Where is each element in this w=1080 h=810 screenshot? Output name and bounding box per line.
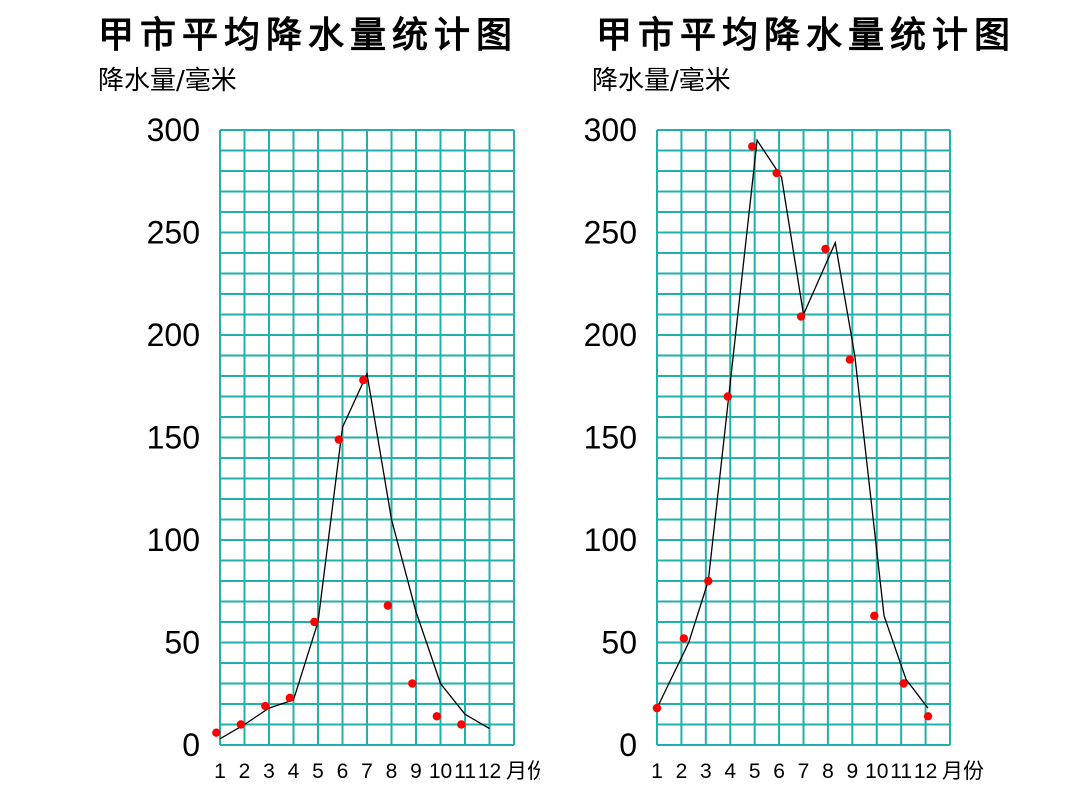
chart-title: 甲市平均降水量统计图 bbox=[98, 14, 519, 56]
chart-panel-left: 甲市平均降水量统计图 降水量/毫米 0 50 100 150 200 250 300 1 2 3 4… bbox=[98, 14, 540, 783]
x-tick-label: 6 bbox=[773, 760, 785, 783]
x-tick-label: 4 bbox=[288, 760, 300, 783]
x-tick-label: 9 bbox=[846, 760, 858, 783]
x-tick-label: 10 bbox=[865, 760, 888, 783]
x-tick-label: 11 bbox=[890, 760, 912, 783]
x-tick-label: 4 bbox=[724, 760, 736, 783]
y-tick-label: 150 bbox=[584, 420, 637, 456]
x-tick-label: 2 bbox=[239, 760, 251, 783]
data-point bbox=[432, 712, 442, 721]
data-point bbox=[652, 703, 662, 713]
x-tick-label: 7 bbox=[361, 760, 373, 783]
x-tick-label: 3 bbox=[263, 760, 275, 783]
y-tick-label: 0 bbox=[619, 727, 637, 763]
data-point bbox=[212, 728, 221, 737]
y-tick-label: 50 bbox=[601, 625, 637, 661]
data-point bbox=[748, 142, 757, 151]
x-tick-label: 9 bbox=[410, 760, 422, 783]
y-tick-label: 250 bbox=[584, 215, 637, 251]
data-point bbox=[334, 435, 344, 444]
chart-title: 甲市平均降水量统计图 bbox=[596, 14, 1017, 56]
x-tick-label: 6 bbox=[337, 760, 349, 783]
y-tick-label: 0 bbox=[182, 727, 200, 763]
x-axis-label: 月份 bbox=[942, 759, 984, 783]
x-tick-label: 2 bbox=[676, 760, 688, 783]
data-point bbox=[285, 693, 295, 703]
x-tick-label: 10 bbox=[429, 760, 452, 783]
grid bbox=[656, 129, 951, 746]
y-tick-label: 200 bbox=[584, 317, 637, 353]
data-point bbox=[236, 720, 246, 729]
x-tick-label: 8 bbox=[822, 760, 834, 783]
data-point bbox=[723, 392, 733, 401]
data-point bbox=[821, 244, 830, 254]
x-tick-label: 11 bbox=[454, 760, 476, 783]
y-tick-label: 300 bbox=[584, 112, 637, 148]
data-point bbox=[457, 720, 466, 729]
x-tick-label: 1 bbox=[214, 760, 226, 783]
data-point bbox=[408, 679, 417, 688]
x-tick-label: 7 bbox=[798, 760, 810, 783]
data-point bbox=[772, 168, 781, 178]
y-tick-label: 150 bbox=[147, 420, 200, 456]
x-tick-label: 12 bbox=[478, 760, 501, 783]
y-axis-label: 降水量/毫米 bbox=[98, 66, 237, 96]
data-point bbox=[870, 611, 879, 621]
data-point bbox=[845, 355, 855, 364]
y-tick-label: 250 bbox=[147, 215, 200, 251]
grid bbox=[219, 129, 515, 746]
y-tick-label: 300 bbox=[147, 112, 200, 148]
data-point bbox=[796, 312, 806, 321]
x-tick-label: 5 bbox=[749, 760, 761, 783]
series-line bbox=[219, 371, 490, 740]
data-point bbox=[359, 375, 368, 385]
data-point bbox=[704, 576, 713, 586]
x-tick-label: 12 bbox=[914, 760, 937, 783]
y-tick-label: 50 bbox=[164, 625, 200, 661]
y-tick-label: 100 bbox=[147, 522, 200, 558]
data-point bbox=[923, 712, 933, 721]
data-point bbox=[310, 617, 319, 627]
data-point bbox=[261, 701, 270, 711]
x-tick-label: 1 bbox=[651, 760, 663, 783]
chart-panel-right: 甲市平均降水量统计图 降水量/毫米 0 50 100 150 200 250 300 1 2 3 4… bbox=[540, 0, 1080, 810]
x-tick-label: 3 bbox=[700, 760, 712, 783]
y-tick-label: 100 bbox=[584, 522, 637, 558]
y-tick-label: 200 bbox=[147, 317, 200, 353]
data-point bbox=[679, 634, 689, 643]
x-tick-label: 8 bbox=[386, 760, 398, 783]
data-point bbox=[383, 601, 393, 610]
x-axis-label: 月份 bbox=[506, 759, 540, 783]
data-point bbox=[899, 679, 908, 688]
x-tick-label: 5 bbox=[312, 760, 324, 783]
y-axis-label: 降水量/毫米 bbox=[592, 66, 731, 96]
